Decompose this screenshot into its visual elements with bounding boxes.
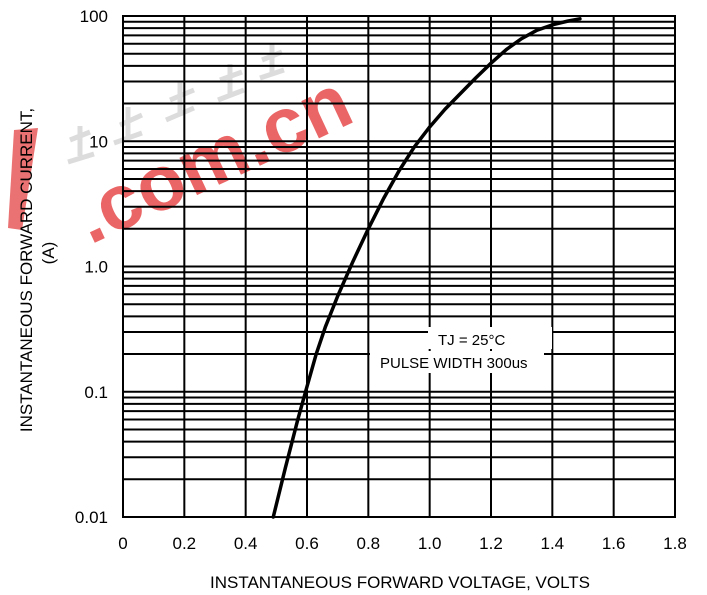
y-axis-label-unit: (A) [39, 242, 58, 265]
x-tick-label: 1.0 [418, 534, 442, 553]
series-line [271, 17, 582, 519]
watermark-red-mark [8, 128, 38, 230]
series-layer [271, 17, 582, 519]
annotation-line-1: TJ = 25°C [438, 332, 505, 349]
x-tick-label: 1.6 [602, 534, 626, 553]
y-axis-label: INSTANTANEOUS FORWARD CURRENT, [17, 108, 36, 432]
plot-grid [122, 15, 676, 518]
annotation-line-2: PULSE WIDTH 300us [380, 355, 528, 372]
y-tick-label: 10 [89, 132, 108, 151]
x-tick-label: 0.8 [357, 534, 381, 553]
tick-labels: 0 0.2 0.4 0.6 0.8 1.0 1.2 1.4 1.6 1.8 0.01 0.1 1.0 10… [75, 7, 687, 553]
annotation-box-1 [428, 327, 552, 349]
watermark-glyph-strokes [67, 44, 285, 165]
x-tick-label: 0.4 [234, 534, 258, 553]
y-tick-label: 0.01 [75, 508, 108, 527]
y-tick-label: 1.0 [84, 258, 108, 277]
annotation: TJ = 25°C PULSE WIDTH 300us [370, 327, 552, 373]
x-tick-label: 0.6 [295, 534, 319, 553]
x-axis-label: INSTANTANEOUS FORWARD VOLTAGE, VOLTS [210, 573, 590, 592]
annotation-box-2 [370, 351, 544, 373]
x-tick-label: 0.2 [173, 534, 197, 553]
plot-frame [122, 15, 676, 518]
y-tick-label: 100 [80, 7, 108, 26]
x-tick-label: 1.8 [663, 534, 687, 553]
y-tick-label: 0.1 [84, 383, 108, 402]
x-tick-label: 1.2 [479, 534, 503, 553]
x-tick-label: 1.4 [541, 534, 565, 553]
x-tick-label: 0 [118, 534, 127, 553]
